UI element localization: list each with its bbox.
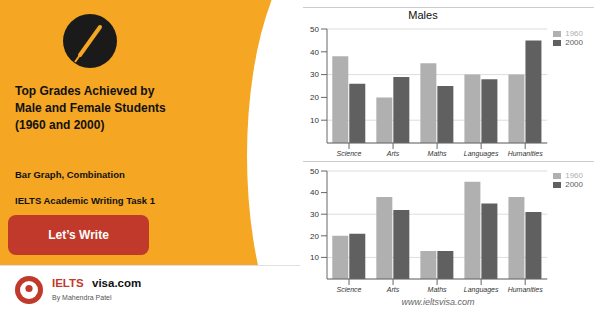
svg-text:10: 10 [310,253,319,262]
html-text:Let’s Write: Let’s Write [48,228,109,242]
html-text:IELTS: IELTS [52,277,84,289]
html-text:Bar Graph, Combination: Bar Graph, Combination [15,169,125,180]
svg-text:Humanities: Humanities [508,286,544,293]
html-text:1960: 1960 [565,29,583,38]
html-text:www.ieltsvisa.com: www.ieltsvisa.com [401,297,475,307]
html-text:By Mahendra Patel: By Mahendra Patel [52,294,112,301]
svg-text:30: 30 [310,210,319,219]
html-text:Top Grades Achieved by Male an: Top Grades Achieved by Male and Female S… [15,84,166,132]
svg-text:20: 20 [310,232,319,241]
svg-text:Maths: Maths [428,150,448,157]
svg-text:40: 40 [310,48,319,57]
svg-text:50: 50 [310,25,319,34]
svg-text:40: 40 [310,188,319,197]
svg-text:Science: Science [337,286,362,293]
html-text:Males: Males [408,9,438,21]
svg-text:Languages: Languages [464,150,499,158]
svg-text:10: 10 [310,116,319,125]
svg-text:20: 20 [310,93,319,102]
html-text:2000: 2000 [565,38,583,47]
svg-text:Science: Science [337,150,362,157]
svg-text:Maths: Maths [428,286,448,293]
html-text:2000: 2000 [565,180,583,189]
svg-text:Humanities: Humanities [508,150,544,157]
svg-text:Languages: Languages [464,286,499,294]
svg-text:50: 50 [310,167,319,176]
svg-text:Arts: Arts [386,286,400,293]
svg-text:30: 30 [310,70,319,79]
html-text:visa.com: visa.com [92,277,142,289]
html-text:1960: 1960 [565,171,583,180]
svg-text:Arts: Arts [386,150,400,157]
html-text:IELTS Academic Writing Task 1: IELTS Academic Writing Task 1 [15,195,156,206]
